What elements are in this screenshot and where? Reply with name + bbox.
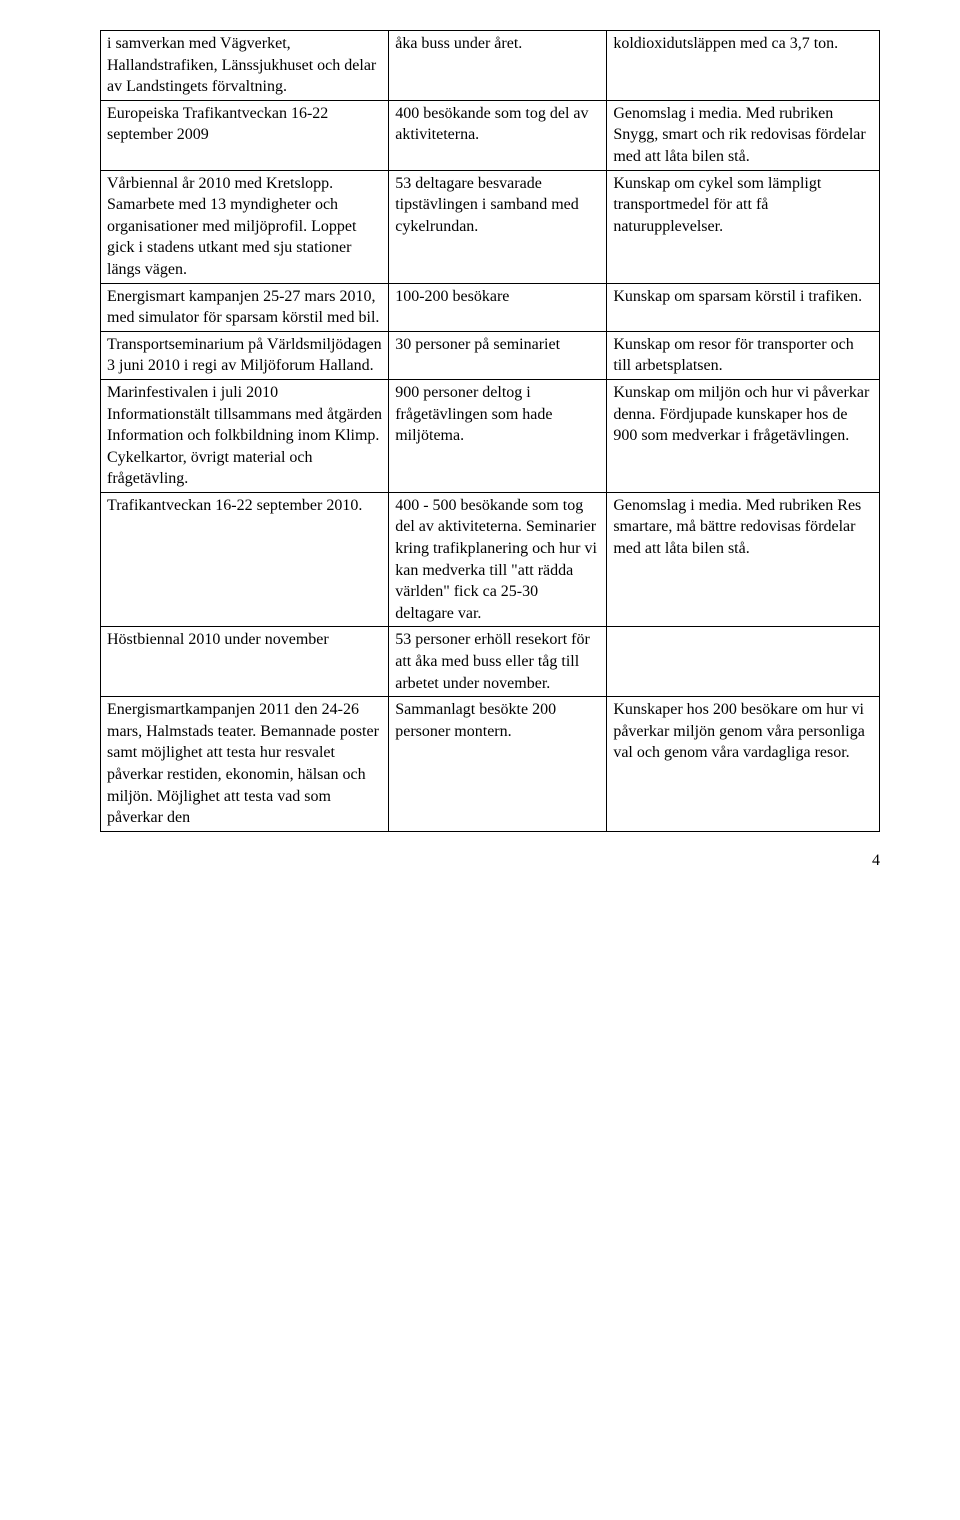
cell-col3: Genomslag i media. Med rubriken Snygg, s… [607,100,880,170]
page-number: 4 [100,832,880,870]
cell-col1: Marinfestivalen i juli 2010 Informations… [101,379,389,492]
cell-col3: Kunskaper hos 200 besökare om hur vi påv… [607,697,880,832]
table-row: Europeiska Trafikantveckan 16-22 septemb… [101,100,880,170]
cell-col1: Trafikantveckan 16-22 september 2010. [101,492,389,627]
cell-col2: 100-200 besökare [389,283,607,331]
content-table: i samverkan med Vägverket, Hallandstrafi… [100,30,880,832]
document-page: i samverkan med Vägverket, Hallandstrafi… [0,0,960,920]
cell-col2: 900 personer deltog i frågetävlingen som… [389,379,607,492]
cell-col3: koldioxidutsläppen med ca 3,7 ton. [607,31,880,101]
table-body: i samverkan med Vägverket, Hallandstrafi… [101,31,880,832]
cell-col2: 400 - 500 besökande som tog del av aktiv… [389,492,607,627]
cell-col3: Kunskap om miljön och hur vi påverkar de… [607,379,880,492]
cell-col3 [607,627,880,697]
table-row: Vårbiennal år 2010 med Kretslopp. Samarb… [101,170,880,283]
table-row: Energismartkampanjen 2011 den 24-26 mars… [101,697,880,832]
cell-col2: 400 besökande som tog del av aktiviteter… [389,100,607,170]
table-row: Trafikantveckan 16-22 september 2010. 40… [101,492,880,627]
cell-col2: 53 deltagare besvarade tipstävlingen i s… [389,170,607,283]
table-row: Energismart kampanjen 25-27 mars 2010, m… [101,283,880,331]
cell-col3: Kunskap om sparsam körstil i trafiken. [607,283,880,331]
cell-col2: åka buss under året. [389,31,607,101]
cell-col1: i samverkan med Vägverket, Hallandstrafi… [101,31,389,101]
table-row: Marinfestivalen i juli 2010 Informations… [101,379,880,492]
cell-col2: 53 personer erhöll resekort för att åka … [389,627,607,697]
cell-col1: Europeiska Trafikantveckan 16-22 septemb… [101,100,389,170]
cell-col3: Genomslag i media. Med rubriken Res smar… [607,492,880,627]
table-row: Höstbiennal 2010 under november 53 perso… [101,627,880,697]
cell-col1: Energismartkampanjen 2011 den 24-26 mars… [101,697,389,832]
table-row: i samverkan med Vägverket, Hallandstrafi… [101,31,880,101]
cell-col1: Vårbiennal år 2010 med Kretslopp. Samarb… [101,170,389,283]
cell-col1: Transportseminarium på Världsmiljödagen … [101,331,389,379]
cell-col2: Sammanlagt besökte 200 personer montern. [389,697,607,832]
cell-col1: Energismart kampanjen 25-27 mars 2010, m… [101,283,389,331]
cell-col1: Höstbiennal 2010 under november [101,627,389,697]
table-row: Transportseminarium på Världsmiljödagen … [101,331,880,379]
cell-col3: Kunskap om resor för transporter och til… [607,331,880,379]
cell-col2: 30 personer på seminariet [389,331,607,379]
cell-col3: Kunskap om cykel som lämpligt transportm… [607,170,880,283]
